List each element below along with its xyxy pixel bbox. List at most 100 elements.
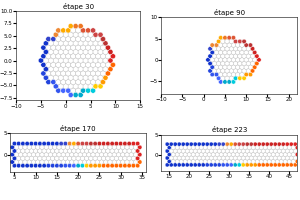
Circle shape — [197, 163, 201, 167]
Circle shape — [261, 142, 265, 146]
Circle shape — [66, 62, 71, 67]
Circle shape — [72, 141, 76, 146]
Circle shape — [237, 156, 241, 160]
Circle shape — [56, 71, 61, 76]
Circle shape — [88, 41, 93, 46]
Circle shape — [121, 152, 125, 157]
Circle shape — [53, 41, 58, 46]
Circle shape — [63, 32, 68, 37]
Circle shape — [223, 50, 227, 55]
Circle shape — [63, 41, 68, 46]
Circle shape — [80, 71, 86, 76]
Circle shape — [42, 163, 46, 168]
Circle shape — [227, 43, 231, 47]
Circle shape — [73, 75, 78, 80]
Circle shape — [80, 54, 86, 59]
Circle shape — [173, 142, 177, 146]
Circle shape — [65, 145, 70, 149]
Circle shape — [205, 163, 209, 167]
Circle shape — [179, 152, 183, 157]
Circle shape — [269, 163, 273, 167]
Circle shape — [217, 163, 221, 167]
Circle shape — [240, 50, 244, 55]
Circle shape — [125, 152, 129, 157]
Circle shape — [61, 62, 66, 67]
Circle shape — [82, 160, 87, 164]
Circle shape — [133, 160, 138, 164]
Circle shape — [229, 47, 233, 51]
Circle shape — [95, 45, 101, 50]
Circle shape — [55, 156, 59, 161]
Circle shape — [277, 156, 281, 160]
Circle shape — [218, 36, 223, 40]
Circle shape — [177, 163, 181, 167]
Circle shape — [85, 71, 91, 76]
Circle shape — [248, 72, 253, 77]
Circle shape — [103, 41, 108, 46]
Circle shape — [209, 163, 213, 167]
Circle shape — [138, 152, 142, 157]
Circle shape — [19, 145, 23, 149]
Circle shape — [241, 163, 245, 167]
Circle shape — [246, 54, 250, 58]
Circle shape — [247, 152, 251, 157]
Circle shape — [36, 160, 40, 164]
Circle shape — [27, 145, 32, 149]
Circle shape — [46, 36, 51, 42]
Circle shape — [38, 149, 42, 153]
Circle shape — [259, 152, 263, 157]
Circle shape — [189, 163, 193, 167]
Circle shape — [223, 36, 227, 40]
Circle shape — [169, 142, 173, 146]
Circle shape — [181, 156, 185, 160]
Circle shape — [227, 50, 231, 55]
Circle shape — [249, 142, 253, 146]
Circle shape — [271, 152, 275, 157]
Circle shape — [87, 152, 91, 157]
Circle shape — [73, 67, 78, 72]
Circle shape — [46, 163, 51, 168]
Circle shape — [36, 145, 40, 149]
Circle shape — [216, 39, 221, 44]
Circle shape — [68, 58, 73, 63]
Circle shape — [31, 145, 36, 149]
Circle shape — [197, 156, 201, 160]
Circle shape — [225, 61, 229, 66]
Circle shape — [63, 58, 68, 63]
Circle shape — [131, 163, 136, 168]
Circle shape — [25, 163, 29, 168]
Circle shape — [240, 72, 244, 77]
Circle shape — [68, 156, 72, 161]
Circle shape — [229, 69, 233, 73]
Circle shape — [56, 36, 61, 42]
Circle shape — [53, 84, 58, 89]
Circle shape — [46, 141, 51, 146]
Circle shape — [58, 67, 63, 72]
Circle shape — [201, 142, 205, 146]
Circle shape — [118, 156, 123, 161]
Circle shape — [57, 160, 61, 164]
Title: étape 30: étape 30 — [63, 3, 94, 10]
Circle shape — [131, 141, 136, 146]
Circle shape — [297, 156, 300, 160]
Circle shape — [93, 75, 98, 80]
Circle shape — [53, 75, 58, 80]
Circle shape — [209, 142, 213, 146]
Circle shape — [187, 146, 191, 150]
Circle shape — [227, 146, 231, 150]
Circle shape — [16, 163, 21, 168]
Circle shape — [283, 159, 287, 164]
Circle shape — [273, 156, 277, 160]
Circle shape — [275, 152, 279, 157]
Circle shape — [215, 152, 219, 157]
Circle shape — [257, 163, 261, 167]
Circle shape — [31, 152, 36, 157]
Circle shape — [65, 160, 70, 164]
Circle shape — [229, 39, 233, 44]
Circle shape — [100, 71, 106, 76]
Circle shape — [236, 58, 240, 62]
Circle shape — [208, 69, 212, 73]
Circle shape — [61, 45, 66, 50]
Circle shape — [211, 152, 215, 157]
Circle shape — [244, 43, 248, 47]
